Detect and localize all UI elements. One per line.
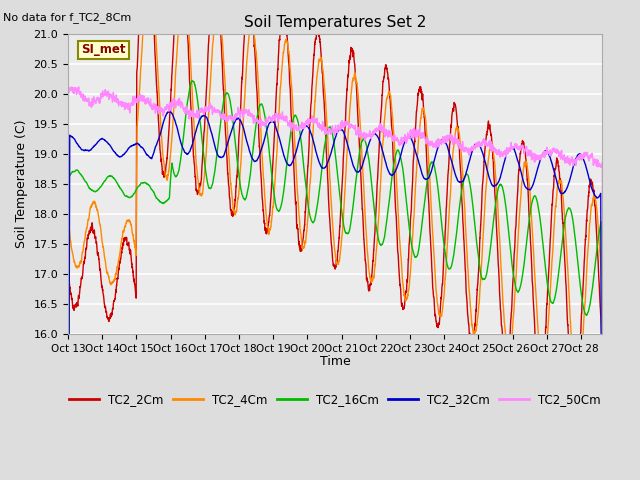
Text: SI_met: SI_met [81, 44, 126, 57]
Title: Soil Temperatures Set 2: Soil Temperatures Set 2 [244, 15, 426, 30]
Text: No data for f_TC2_8Cm: No data for f_TC2_8Cm [3, 12, 131, 23]
Legend: TC2_2Cm, TC2_4Cm, TC2_16Cm, TC2_32Cm, TC2_50Cm: TC2_2Cm, TC2_4Cm, TC2_16Cm, TC2_32Cm, TC… [65, 388, 606, 411]
Y-axis label: Soil Temperature (C): Soil Temperature (C) [15, 120, 28, 248]
X-axis label: Time: Time [320, 355, 351, 369]
